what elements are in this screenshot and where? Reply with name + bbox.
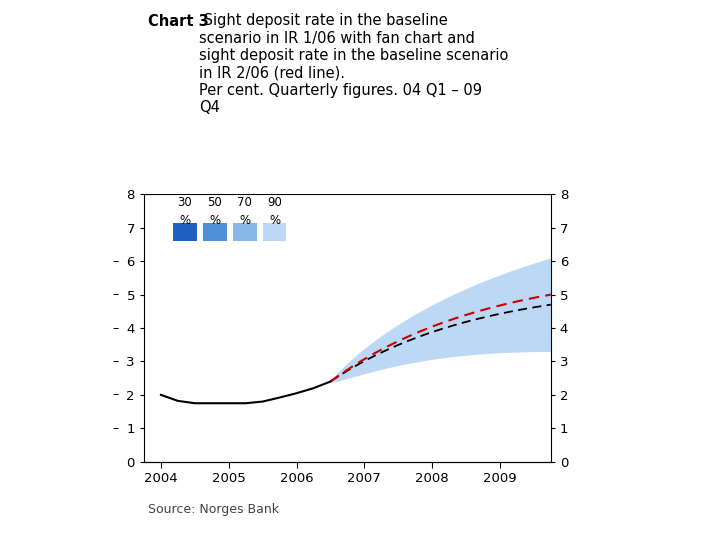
Text: %: % [239,214,251,227]
Text: –: – [113,355,119,368]
Bar [203,223,227,240]
Text: Source: Norges Bank: Source: Norges Bank [148,503,279,516]
Text: 50: 50 [207,196,222,210]
Bar [233,223,256,240]
Text: Chart 3: Chart 3 [148,14,208,29]
Bar [173,223,197,240]
Text: –: – [113,288,119,301]
Text: %: % [269,214,280,227]
Text: –: – [113,388,119,401]
Text: Sight deposit rate in the baseline
scenario in IR 1/06 with fan chart and
sight : Sight deposit rate in the baseline scena… [199,14,509,116]
Text: –: – [113,321,119,335]
Bar [263,223,287,240]
Text: 90: 90 [267,196,282,210]
Text: 30: 30 [178,196,192,210]
Text: –: – [113,255,119,268]
Text: 70: 70 [238,196,252,210]
Text: %: % [210,214,220,227]
Text: –: – [113,422,119,435]
Text: %: % [179,214,191,227]
